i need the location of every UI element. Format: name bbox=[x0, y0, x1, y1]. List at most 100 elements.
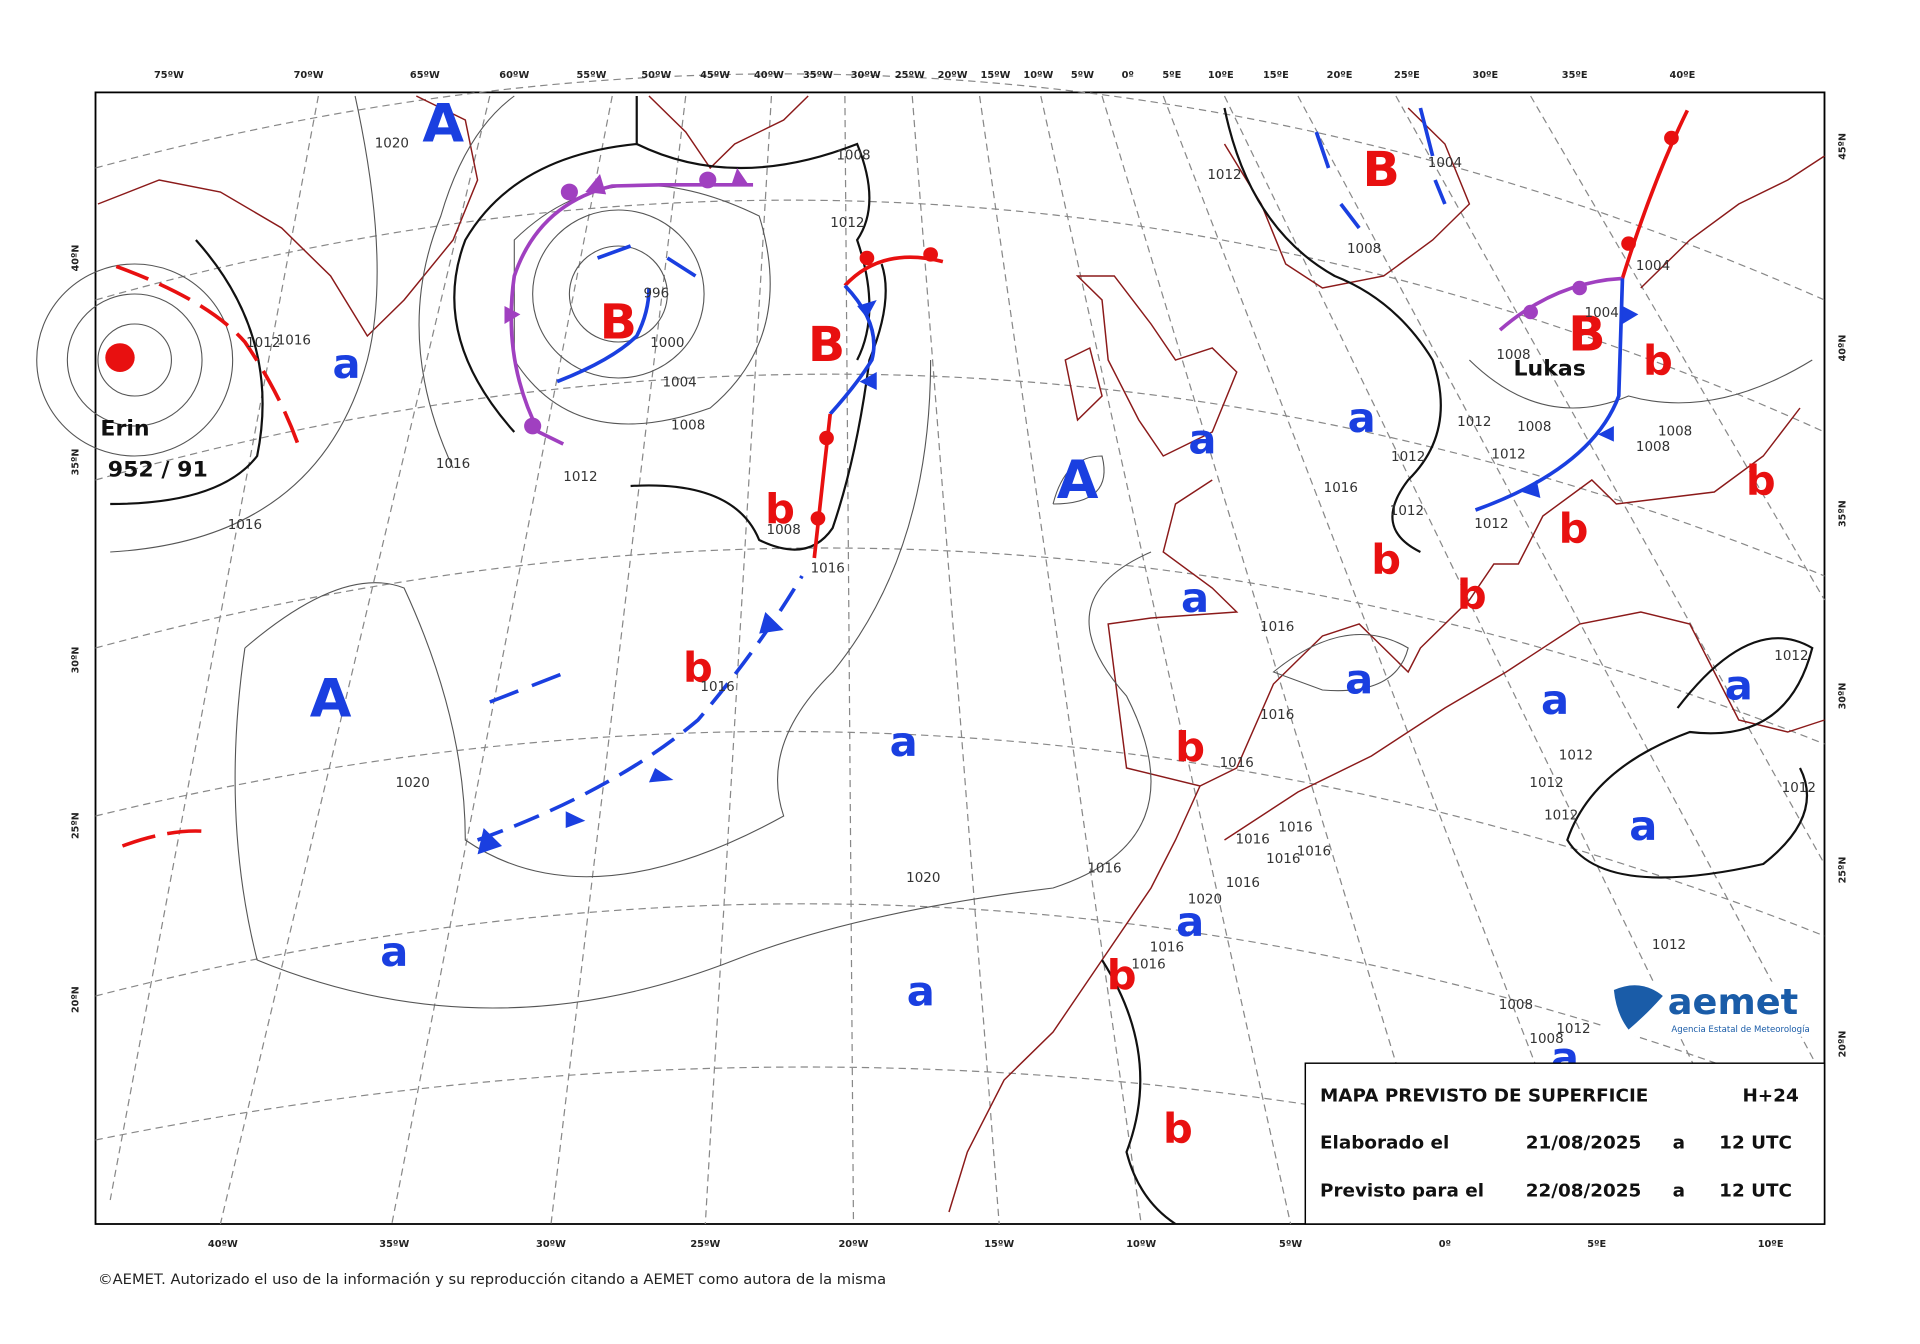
isobar-label: 1016 bbox=[1131, 958, 1165, 973]
bottom-axis-label: 40ºW bbox=[208, 1239, 238, 1250]
info-box-frame bbox=[1304, 1062, 1826, 1225]
low-pressure-center: b bbox=[1163, 1105, 1193, 1153]
high-pressure-center: a bbox=[380, 928, 408, 976]
isobar-label: 1008 bbox=[1347, 242, 1381, 257]
coastlines bbox=[97, 95, 1825, 1213]
isobar-label: 1008 bbox=[767, 523, 801, 538]
low-pressure-center: b bbox=[1371, 536, 1401, 584]
isobar-label: 1016 bbox=[1260, 620, 1294, 635]
top-axis-label: 30ºE bbox=[1472, 70, 1498, 81]
high-pressure-center: a bbox=[1176, 898, 1204, 946]
bottom-axis-label: 35ºW bbox=[379, 1239, 409, 1250]
isobar-label: 1012 bbox=[1782, 781, 1816, 796]
low-pressure-center: b bbox=[1175, 723, 1205, 771]
isobar-label: 1008 bbox=[1658, 425, 1692, 440]
info-label: Elaborado el bbox=[1320, 1133, 1449, 1154]
isobar-label: 1016 bbox=[1297, 845, 1331, 860]
isobar-label: 1008 bbox=[671, 419, 705, 434]
bottom-axis-label: 5ºE bbox=[1587, 1239, 1606, 1250]
isobar-label: 1008 bbox=[1529, 1032, 1563, 1047]
low-pressure-center: b bbox=[683, 644, 713, 692]
right-axis-label: 45ºN bbox=[1837, 133, 1848, 160]
top-axis-label: 55ºW bbox=[576, 70, 606, 81]
left-axis-label: 30ºN bbox=[70, 647, 81, 674]
isobar-label: 1016 bbox=[1266, 852, 1300, 867]
top-axis-label: 15ºE bbox=[1263, 70, 1289, 81]
isobar-label: 1004 bbox=[1585, 306, 1619, 321]
top-axis-label: 10ºW bbox=[1023, 70, 1053, 81]
isobar-label: 1008 bbox=[1496, 348, 1530, 363]
isobar-label: 1004 bbox=[662, 376, 696, 391]
top-axis-label: 35ºE bbox=[1562, 70, 1588, 81]
isobar-label: 1016 bbox=[1226, 876, 1260, 891]
copyright: ©AEMET. Autorizado el uso de la informac… bbox=[98, 1272, 886, 1288]
isobars bbox=[36, 95, 1814, 1225]
low-pressure-center: b bbox=[765, 486, 795, 534]
right-axis-label: 20ºN bbox=[1837, 1031, 1848, 1058]
top-axis-label: 50ºW bbox=[641, 70, 671, 81]
high-pressure-center: a bbox=[1188, 416, 1216, 464]
bottom-axis-label: 0º bbox=[1439, 1239, 1451, 1250]
info-box: MAPA PREVISTO DE SUPERFICIE H+24 Elabora… bbox=[1304, 1062, 1826, 1225]
top-axis-label: 25ºW bbox=[895, 70, 925, 81]
left-axis-label: 25ºN bbox=[70, 812, 81, 839]
isobar-label: 1008 bbox=[1499, 998, 1533, 1013]
map-frame bbox=[94, 91, 1826, 1225]
isobar-label: 1004 bbox=[1636, 259, 1670, 274]
top-axis-label: 15ºW bbox=[981, 70, 1011, 81]
info-title: MAPA PREVISTO DE SUPERFICIE bbox=[1320, 1086, 1648, 1107]
info-date: 22/08/2025 bbox=[1526, 1181, 1642, 1202]
bottom-axis-label: 30ºW bbox=[536, 1239, 566, 1250]
low-pressure-center: b bbox=[1559, 505, 1589, 553]
logo-icon bbox=[1613, 985, 1663, 1030]
high-pressure-center: a bbox=[1541, 676, 1569, 724]
left-axis-label: 20ºN bbox=[70, 986, 81, 1013]
top-axis-label: 65ºW bbox=[410, 70, 440, 81]
top-axis-label: 75ºW bbox=[154, 70, 184, 81]
info-time: 12 UTC bbox=[1719, 1181, 1792, 1202]
storm-label: 952 / 91 bbox=[108, 458, 208, 483]
isobar-label: 1020 bbox=[906, 871, 940, 886]
info-label: Previsto para el bbox=[1320, 1181, 1484, 1202]
info-a: a bbox=[1673, 1181, 1685, 1202]
low-pressure-center: B bbox=[1363, 142, 1400, 197]
isobar-label: 1012 bbox=[1474, 517, 1508, 532]
top-axis-label: 70ºW bbox=[294, 70, 324, 81]
bottom-axis-label: 15ºW bbox=[984, 1239, 1014, 1250]
top-axis-label: 25ºE bbox=[1394, 70, 1420, 81]
isobar-label: 1012 bbox=[1491, 448, 1525, 463]
isobar-label: 1020 bbox=[375, 137, 409, 152]
bottom-axis-label: 10ºW bbox=[1126, 1239, 1156, 1250]
isobar-label: 1016 bbox=[1087, 862, 1121, 877]
isobar-label: 1008 bbox=[836, 149, 870, 164]
left-axis-label: 40ºN bbox=[70, 245, 81, 272]
isobar-label: 1016 bbox=[700, 680, 734, 695]
top-axis-label: 45ºW bbox=[700, 70, 730, 81]
top-axis-label: 5ºE bbox=[1162, 70, 1181, 81]
logo: aemet Agencia Estatal de Meteorología bbox=[1604, 980, 1823, 1037]
isobar-label: 1012 bbox=[1529, 776, 1563, 791]
top-axis-label: 10ºE bbox=[1208, 70, 1234, 81]
high-pressure-center: a bbox=[1345, 656, 1373, 704]
top-axis-label: 0º bbox=[1122, 70, 1134, 81]
top-axis-label: 60ºW bbox=[499, 70, 529, 81]
isobar-label: 1016 bbox=[1220, 756, 1254, 771]
right-axis-label: 40ºN bbox=[1837, 335, 1848, 362]
low-pressure-center: b bbox=[1457, 571, 1487, 619]
isobar-label: 1012 bbox=[1390, 504, 1424, 519]
right-axis-label: 25ºN bbox=[1837, 857, 1848, 884]
isobar-label: 1012 bbox=[1457, 415, 1491, 430]
isobar-label: 1012 bbox=[1544, 809, 1578, 824]
bottom-axis-label: 20ºW bbox=[839, 1239, 869, 1250]
isobar-label: 1012 bbox=[1556, 1022, 1590, 1037]
high-pressure-center: A bbox=[422, 92, 464, 154]
logo-subtitle: Agencia Estatal de Meteorología bbox=[1671, 1024, 1809, 1034]
info-lead: H+24 bbox=[1742, 1086, 1798, 1107]
isobar-label: 1016 bbox=[277, 334, 311, 349]
high-pressure-center: a bbox=[1348, 394, 1376, 442]
isobar-label: 1008 bbox=[1517, 420, 1551, 435]
right-axis-label: 30ºN bbox=[1837, 683, 1848, 710]
info-time: 12 UTC bbox=[1719, 1133, 1792, 1154]
isobar-label: 1000 bbox=[650, 336, 684, 351]
